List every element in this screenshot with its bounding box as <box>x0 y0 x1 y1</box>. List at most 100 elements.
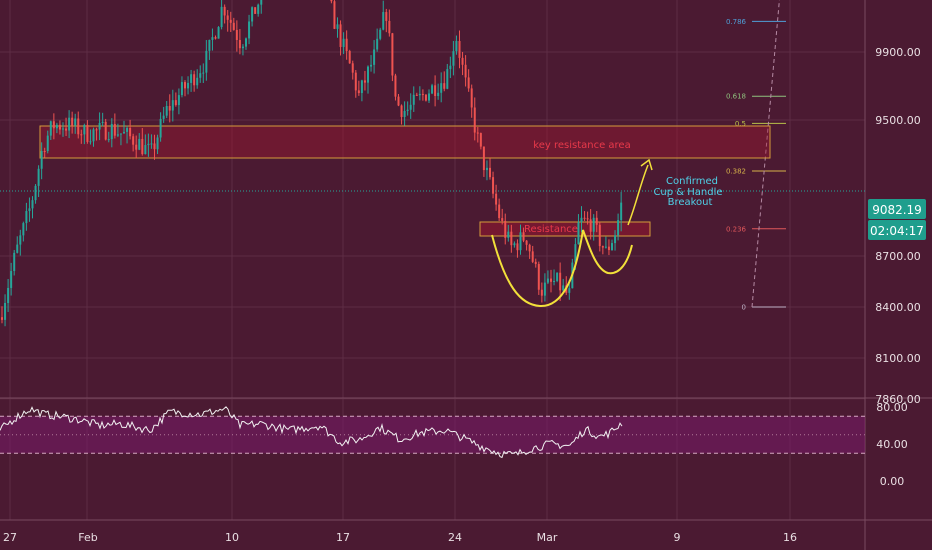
candle-body <box>16 244 19 253</box>
last-price-label: 9082.19 <box>872 203 922 217</box>
candle-body <box>485 167 488 171</box>
candle-body <box>165 106 168 116</box>
candle-body <box>388 20 391 34</box>
candle-body <box>174 100 177 106</box>
candle-body <box>214 37 217 39</box>
candle-body <box>251 7 254 22</box>
candles <box>1 0 623 327</box>
candle-body <box>467 77 470 89</box>
candle-body <box>13 252 16 272</box>
candle-body <box>217 27 220 39</box>
candle-body <box>522 232 525 241</box>
candle-body <box>611 243 613 251</box>
candle-body <box>577 222 580 245</box>
candle-body <box>589 219 592 232</box>
candle-body <box>98 122 101 130</box>
candle-body <box>385 12 388 21</box>
candle-body <box>476 132 479 134</box>
key-resistance-label: key resistance area <box>533 140 630 151</box>
candle-body <box>235 29 238 40</box>
y-tick-label: 7860.00 <box>875 393 921 406</box>
candle-body <box>58 124 61 130</box>
candle-body <box>617 220 620 236</box>
resistance-zones <box>0 125 865 237</box>
candle-body <box>400 105 403 118</box>
fib-level-label: 0.786 <box>726 18 747 26</box>
candle-body <box>80 134 83 136</box>
candle-body <box>22 223 25 236</box>
candle-body <box>546 278 549 283</box>
candle-body <box>19 235 22 245</box>
candle-body <box>504 220 507 238</box>
x-tick-label: 24 <box>448 531 462 544</box>
candle-body <box>537 264 540 290</box>
candle-body <box>1 317 3 320</box>
candle-body <box>248 21 251 39</box>
candle-body <box>528 244 531 252</box>
candle-body <box>473 107 476 133</box>
candle-body <box>498 204 501 219</box>
candle-body <box>168 106 171 111</box>
resistance-label: Resistance <box>524 224 578 235</box>
candle-body <box>238 39 241 49</box>
candle-body <box>601 246 604 248</box>
candle-body <box>226 15 229 20</box>
candle-body <box>443 83 446 89</box>
candle-body <box>482 146 485 171</box>
candle-body <box>257 4 260 14</box>
fib-level-label: 0.5 <box>735 120 746 128</box>
candle-body <box>479 133 482 147</box>
candle-body <box>464 64 467 78</box>
candle-body <box>550 278 552 282</box>
last-price-badge <box>868 199 926 219</box>
candle-body <box>135 144 138 150</box>
candle-body <box>211 37 214 40</box>
candle-body <box>455 41 458 52</box>
candle-body <box>559 272 562 291</box>
candle-body <box>156 137 159 150</box>
candle-body <box>394 75 397 97</box>
candle-body <box>141 138 144 155</box>
x-tick-label: 27 <box>3 531 17 544</box>
candle-body <box>519 232 522 251</box>
candle-body <box>568 288 571 293</box>
candle-body <box>470 88 473 108</box>
rsi-tick-label: 80.00 <box>876 401 908 414</box>
candle-body <box>68 117 71 131</box>
candle-body <box>71 117 74 126</box>
candle-body <box>360 80 363 94</box>
candle-body <box>116 134 119 136</box>
rsi-tick-label: 0.00 <box>880 475 905 488</box>
candle-body <box>574 244 577 263</box>
candle-body <box>126 127 129 132</box>
candle-body <box>336 24 339 29</box>
candle-body <box>598 224 601 247</box>
candle-body <box>348 51 351 64</box>
candle-body <box>357 90 360 94</box>
candle-body <box>220 6 223 28</box>
rsi-line <box>0 406 623 459</box>
candle-body <box>129 127 132 137</box>
candle-body <box>7 287 10 303</box>
candle-body <box>345 38 348 52</box>
candle-body <box>614 235 617 244</box>
candle-body <box>373 49 376 65</box>
candle-body <box>37 168 40 186</box>
candle-body <box>232 22 235 30</box>
candle-body <box>580 217 583 223</box>
candle-body <box>556 272 559 281</box>
x-tick-label: Feb <box>78 531 97 544</box>
x-tick-label: 9 <box>674 531 681 544</box>
candle-body <box>342 38 345 47</box>
candle-body <box>89 141 92 143</box>
cup-handle-curve <box>491 229 633 308</box>
candle-body <box>28 208 31 212</box>
y-tick-label: 9500.00 <box>875 114 921 127</box>
candle-body <box>437 92 440 97</box>
candle-body <box>501 218 504 221</box>
candle-body <box>46 135 49 152</box>
candle-body <box>424 94 427 101</box>
